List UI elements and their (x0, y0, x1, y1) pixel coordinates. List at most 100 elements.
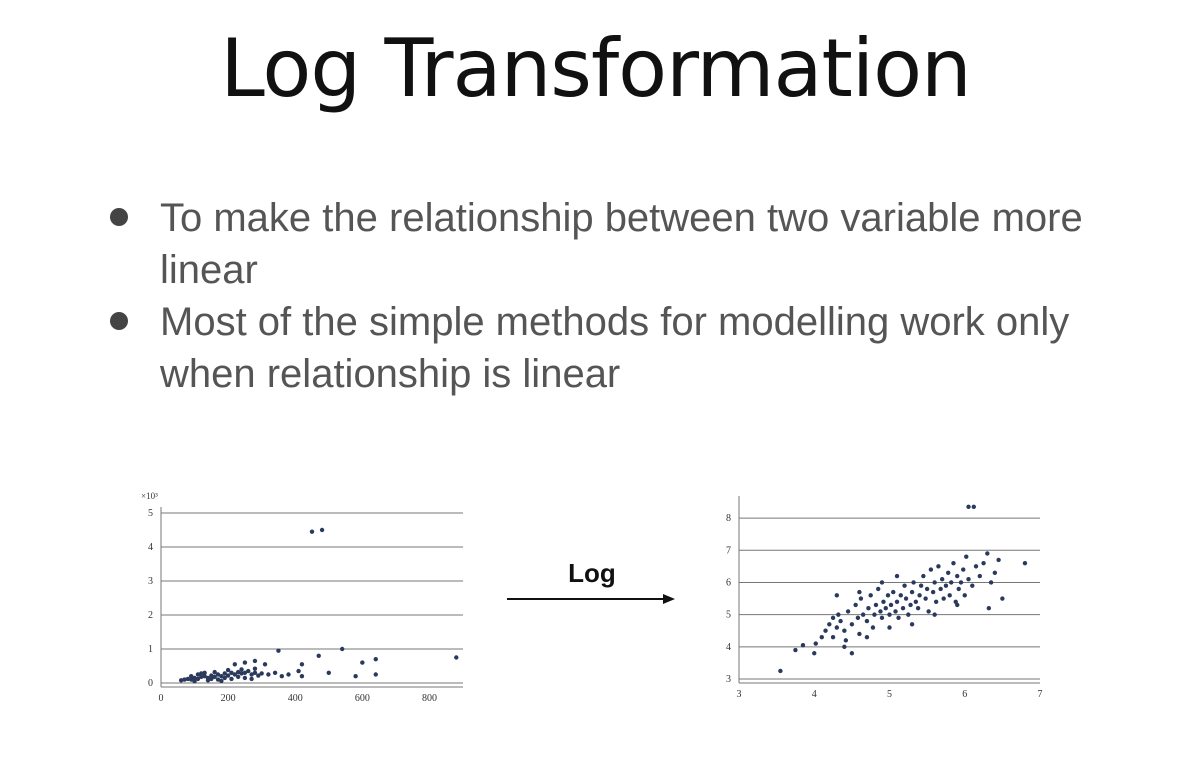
scatter-point (256, 673, 261, 678)
scatter-point (326, 670, 331, 675)
scatter-point (864, 634, 870, 640)
bullet-dot-icon (110, 312, 128, 330)
y-tick-label: 2 (148, 610, 153, 621)
scatter-point (830, 634, 836, 640)
scatter-point (955, 602, 960, 608)
scatter-point (870, 625, 876, 630)
scatter-point (902, 583, 907, 588)
scatter-point (996, 557, 1001, 563)
scatter-point (189, 674, 194, 679)
scatter-point (915, 606, 921, 611)
scatter-point (977, 573, 982, 579)
scatter-point (252, 658, 258, 664)
scatter-point (923, 596, 928, 601)
scatter-point (249, 672, 254, 677)
scatter-point (232, 672, 238, 677)
scatter-point (454, 655, 459, 660)
scatter-point (881, 599, 886, 604)
scatter-point (908, 602, 913, 608)
scatter-point (340, 646, 345, 652)
scatter-point (827, 622, 832, 627)
scatter-point (898, 593, 903, 598)
scatter-point (878, 609, 883, 614)
scatter-point (209, 673, 214, 678)
slide-title: Log Transformation (220, 22, 972, 115)
scatter-point (866, 606, 871, 611)
x-tick-label: 800 (422, 693, 437, 704)
scatter-point (202, 670, 207, 675)
scatter-point (926, 609, 931, 614)
y-tick-label: 4 (148, 542, 153, 553)
scatter-point (970, 583, 975, 588)
scatter-point (235, 669, 241, 675)
scatter-point (225, 673, 231, 678)
scatter-point (887, 612, 892, 617)
scatter-point (924, 586, 930, 592)
scatter-point (202, 674, 207, 679)
scatter-point (949, 580, 954, 585)
scatter-point (843, 638, 849, 643)
scatter-point (973, 564, 979, 569)
scatter-point (894, 599, 900, 604)
scatter-point (232, 662, 238, 667)
scatter-point (266, 672, 271, 677)
scatter-point (876, 586, 881, 592)
scatter-point (215, 677, 221, 682)
scatter-point (812, 651, 817, 656)
scatter-point (932, 580, 937, 585)
scatter-point (259, 671, 264, 676)
scatter-point (215, 672, 221, 677)
scatter-point (834, 625, 840, 630)
scatter-point (360, 660, 365, 665)
scatter-point (928, 567, 934, 572)
scatter-point (205, 678, 211, 683)
scatter-point (962, 593, 967, 598)
y-tick-label: 1 (148, 644, 153, 655)
scatter-point (793, 647, 798, 653)
scatter-point (883, 606, 888, 611)
scatter-point (849, 651, 855, 656)
scatter-point (981, 560, 986, 566)
scatter-point (1000, 596, 1005, 601)
scatter-point (199, 674, 204, 680)
scatter-point (813, 641, 818, 646)
scatter-point (933, 599, 939, 604)
scatter-point (229, 676, 234, 682)
scatter-point (299, 662, 305, 667)
x-tick-label: 5 (887, 689, 892, 700)
scatter-point (900, 606, 906, 611)
scatter-point (868, 593, 873, 598)
scatter-point (225, 667, 231, 673)
scatter-point (857, 631, 862, 637)
scatter-point (235, 674, 241, 680)
scatter-point (373, 657, 378, 662)
scatter-point (1022, 560, 1028, 566)
scatter-point (864, 618, 870, 624)
scatter-point (279, 674, 284, 679)
scatter-point (819, 634, 824, 640)
scatter-point (860, 612, 866, 617)
scatter-point (199, 671, 204, 676)
bullet-list: To make the relationship between two var… (110, 192, 1110, 400)
scatter-point (894, 573, 900, 579)
scatter-point (195, 676, 201, 682)
scatter-point (845, 609, 851, 614)
scatter-point (932, 612, 937, 617)
scatter-point (373, 672, 378, 677)
log-scatter-chart: 3 4 5 6 7 8 3 4 5 6 7 (726, 496, 1043, 700)
scatter-point (182, 677, 187, 682)
scatter-point (872, 612, 877, 617)
scatter-point (192, 675, 197, 681)
scatter-point (992, 570, 998, 575)
scatter-point (888, 602, 894, 608)
scatter-point (958, 580, 964, 585)
scatter-point (966, 577, 971, 582)
scatter-point (941, 596, 946, 601)
scatter-point (853, 602, 858, 608)
scatter-point (249, 676, 254, 682)
scatter-point (286, 672, 291, 677)
x-tick-label: 200 (221, 693, 236, 704)
scatter-point (842, 628, 847, 633)
bullet-dot-icon (110, 208, 128, 226)
y-tick-label: 3 (726, 674, 731, 685)
